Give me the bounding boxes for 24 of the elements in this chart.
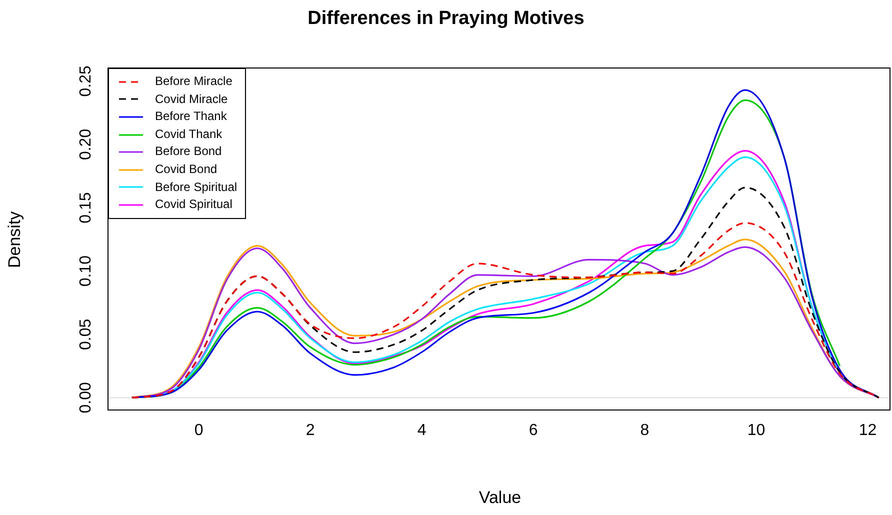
x-tick-label: 6 [528,422,538,440]
y-tick-label: 0.15 [77,192,94,224]
y-tick-label: 0.05 [77,318,94,350]
legend-label: Covid Spiritual [155,196,232,214]
x-axis-title: Value [478,488,522,508]
y-tick-label: 0.25 [77,65,94,97]
x-tick-label: 8 [640,422,650,440]
x-tick-label: 2 [306,422,315,440]
legend-label: Before Miracle [155,73,232,90]
legend-label: Covid Miracle [155,90,228,108]
x-tick-label: 10 [747,422,766,440]
chart-title: Differences in Praying Motives [306,8,586,30]
y-tick-label: 0.20 [77,128,94,160]
legend-label: Before Thank [155,108,227,126]
legend-label: Before Bond [155,143,222,160]
legend-label: Before Spiritual [155,178,238,196]
x-tick-label: 0 [194,422,204,440]
y-tick-label: 0.00 [77,382,94,414]
x-tick-label: 4 [417,422,426,440]
x-tick-label: 12 [858,422,877,440]
y-tick-label: 0.10 [77,255,94,287]
y-axis-title: Density [5,212,25,268]
legend-label: Covid Bond [155,160,218,178]
legend-label: Covid Thank [155,126,222,143]
